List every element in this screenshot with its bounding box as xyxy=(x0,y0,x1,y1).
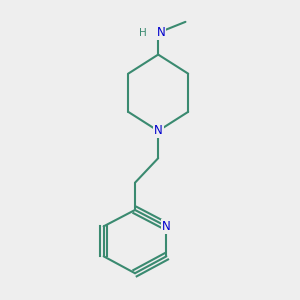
Text: H: H xyxy=(139,28,147,38)
Text: N: N xyxy=(157,26,165,39)
Text: N: N xyxy=(162,220,171,233)
Text: N: N xyxy=(154,124,163,137)
